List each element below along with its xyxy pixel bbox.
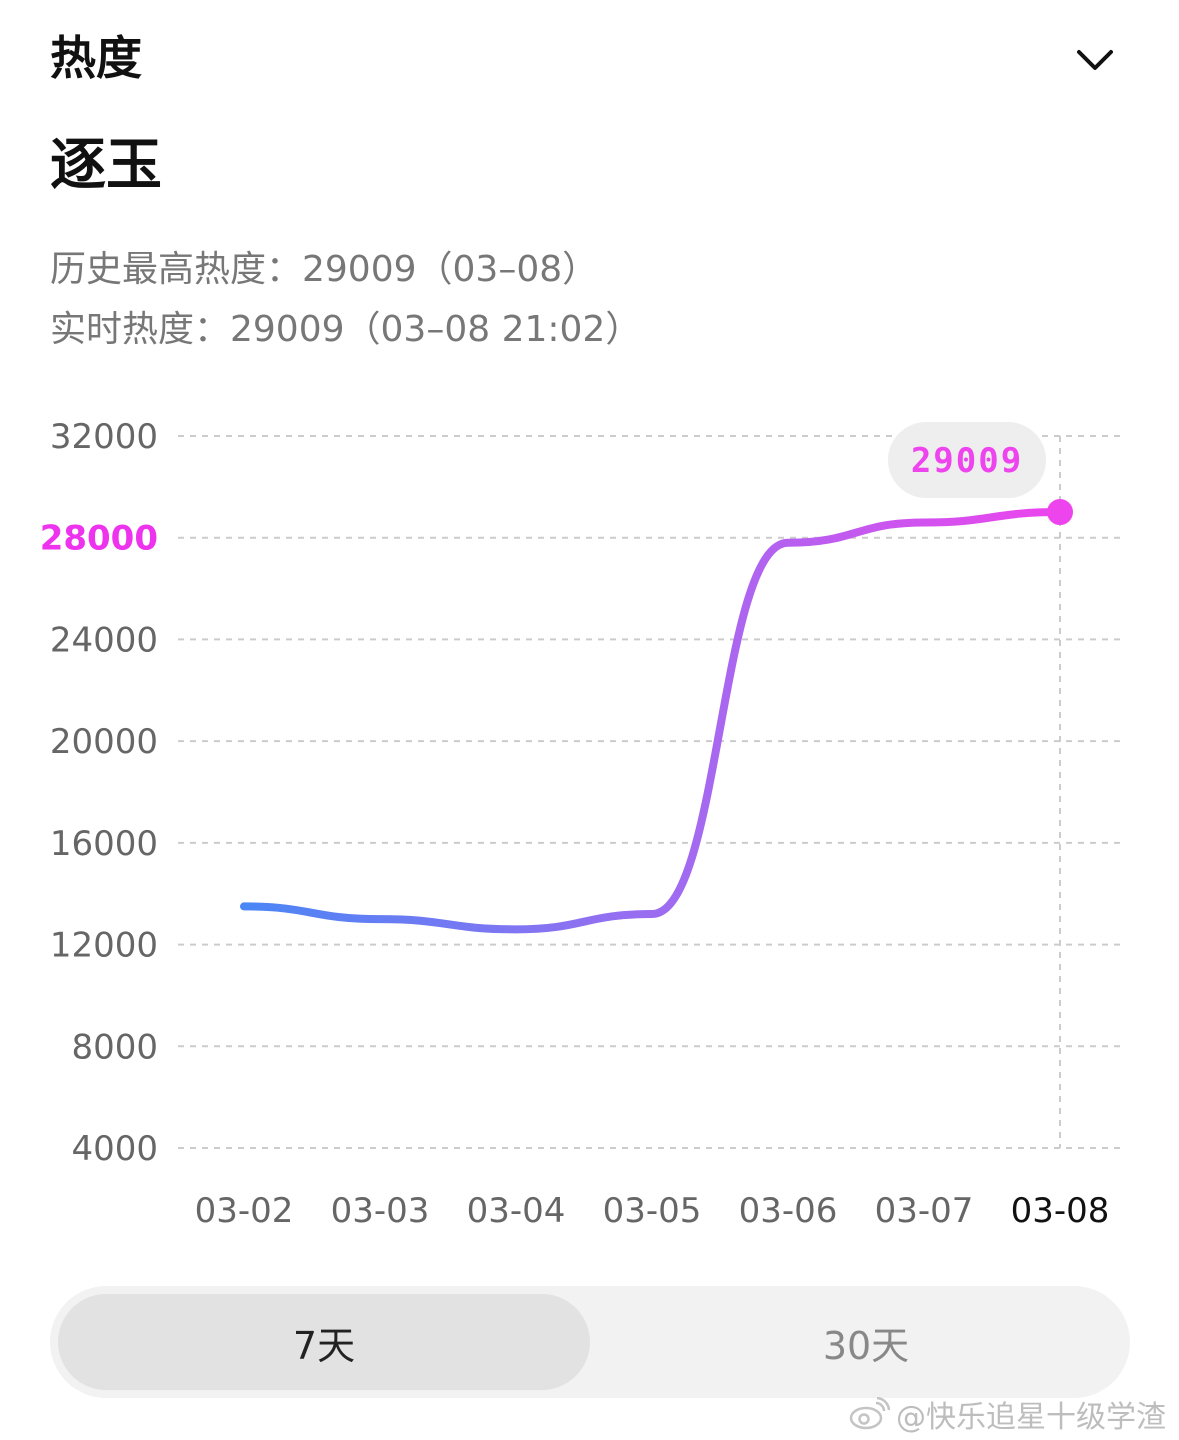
peak-heat-stat: 历史最高热度：29009（03–08） — [50, 249, 599, 290]
value-tooltip: 29009 — [888, 422, 1046, 499]
tooltip-value: 29009 — [911, 441, 1023, 481]
y-axis-tick-label: 32000 — [50, 417, 158, 457]
x-axis-tick-label: 03-06 — [739, 1191, 838, 1231]
weibo-logo-icon — [849, 1397, 890, 1430]
series-line — [240, 508, 1064, 934]
x-axis-tick-label: 03-04 — [467, 1191, 566, 1231]
section-title: 热度 — [50, 31, 142, 85]
y-axis-tick-label: 4000 — [71, 1129, 158, 1169]
watermark: @快乐追星十级学渣 — [848, 1392, 1166, 1436]
y-axis-tick-label: 20000 — [50, 722, 158, 762]
selected-data-point — [1047, 499, 1073, 526]
x-axis-tick-label: 03-03 — [331, 1191, 430, 1231]
y-axis-tick-label: 24000 — [50, 620, 158, 660]
tooltip-background — [888, 422, 1046, 499]
chevron-down-icon — [1077, 50, 1113, 70]
range-tab-7-days[interactable]: 7天 — [58, 1294, 590, 1390]
watermark-text: @快乐追星十级学渣 — [896, 1400, 1166, 1435]
topic-title: 逐玉 — [50, 133, 162, 198]
y-axis-tick-label: 28000 — [40, 519, 158, 559]
x-axis-tick-label: 03-05 — [603, 1191, 702, 1231]
heat-line-chart: 32000 28000 24000 20000 16000 12000 8000 4000 0… — [40, 417, 1126, 1231]
y-axis-tick-label: 16000 — [50, 824, 158, 864]
x-axis-tick-label: 03-08 — [1011, 1191, 1110, 1231]
time-range-selector: 7天 30天 — [50, 1286, 1130, 1398]
y-axis-tick-label: 12000 — [50, 926, 158, 966]
realtime-heat-stat: 实时热度：29009（03–08 21:02） — [50, 309, 642, 350]
x-axis-tick-label: 03-07 — [875, 1191, 974, 1231]
range-tab-30-days[interactable]: 30天 — [822, 1323, 910, 1368]
collapse-button[interactable] — [1066, 36, 1124, 84]
x-axis-tick-label: 03-02 — [195, 1191, 294, 1231]
y-axis-tick-label: 8000 — [71, 1027, 158, 1067]
